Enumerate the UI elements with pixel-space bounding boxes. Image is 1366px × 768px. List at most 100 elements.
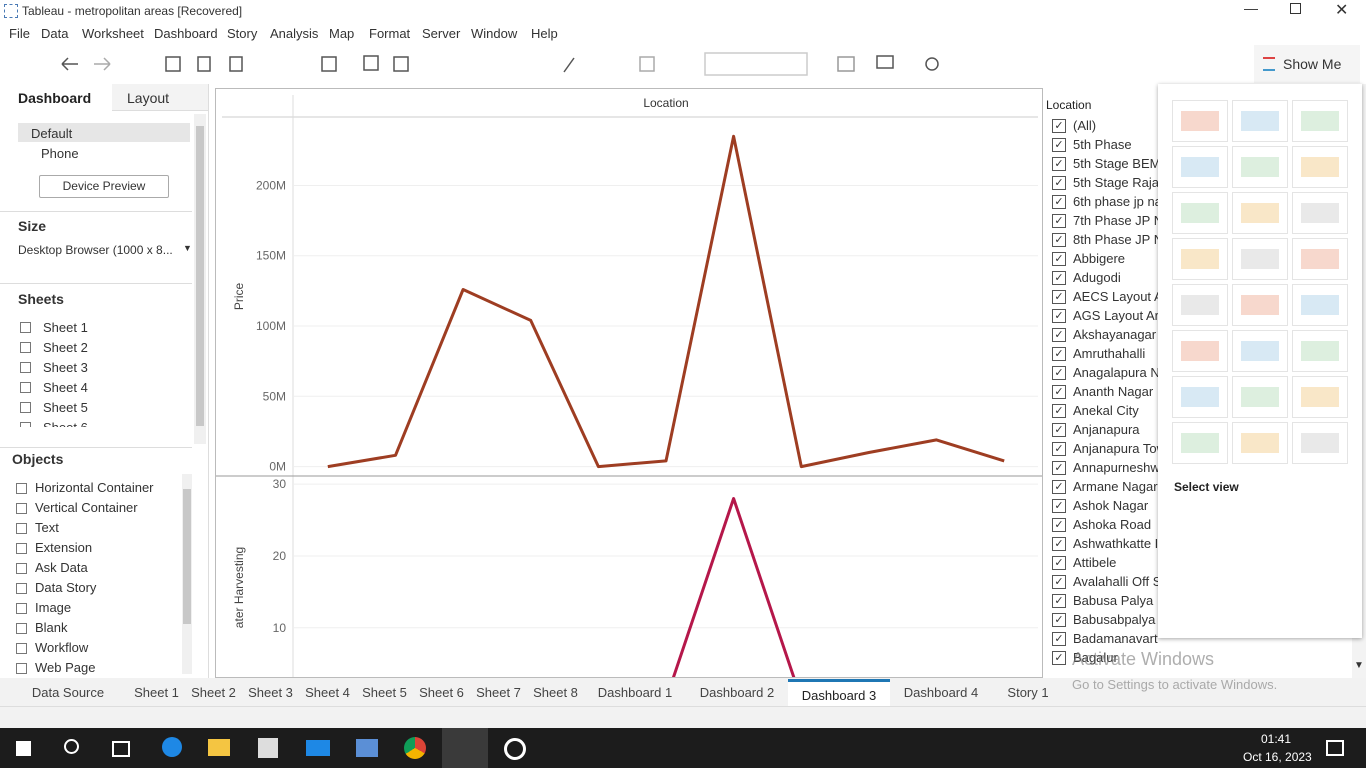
show-me-button[interactable]: [1254, 45, 1360, 83]
filter-item[interactable]: 8th Phase JP Na: [1073, 232, 1158, 247]
filter-checkbox[interactable]: ✓: [1052, 157, 1066, 171]
tab-dashboard[interactable]: Dashboard: [0, 84, 112, 112]
chart-type-thumbnail[interactable]: [1292, 330, 1348, 372]
chart-type-thumbnail[interactable]: [1232, 146, 1288, 188]
tableau-icon[interactable]: [442, 728, 488, 768]
sheet-tab[interactable]: Sheet 5: [362, 685, 407, 700]
filter-item[interactable]: Ashwathkatte I: [1073, 536, 1158, 551]
chart-type-thumbnail[interactable]: [1292, 284, 1348, 326]
tab-label[interactable]: Dashboard: [18, 90, 92, 106]
object-item[interactable]: Web Page: [35, 660, 96, 675]
menu-item[interactable]: Story: [227, 26, 258, 41]
object-item[interactable]: Blank: [35, 620, 68, 635]
sheet-tab[interactable]: Sheet 6: [419, 685, 464, 700]
filter-checkbox[interactable]: ✓: [1052, 556, 1066, 570]
sheet-tab[interactable]: Sheet 8: [533, 685, 578, 700]
sheet-item[interactable]: Sheet 3: [43, 360, 88, 375]
filter-checkbox[interactable]: ✓: [1052, 176, 1066, 190]
chart-type-thumbnail[interactable]: [1172, 100, 1228, 142]
scrollbar[interactable]: [194, 114, 206, 444]
chart-type-thumbnail[interactable]: [1232, 376, 1288, 418]
filter-item[interactable]: 5th Stage BEM: [1073, 156, 1158, 171]
filter-checkbox[interactable]: ✓: [1052, 119, 1066, 133]
sheet-tab[interactable]: Dashboard 4: [903, 685, 979, 700]
filter-item[interactable]: 6th phase jp na: [1073, 194, 1158, 209]
menu-item[interactable]: Worksheet: [82, 26, 144, 41]
show-me-label[interactable]: Show Me: [1283, 56, 1342, 72]
filter-item[interactable]: Ashoka Road: [1073, 517, 1152, 532]
filter-checkbox[interactable]: ✓: [1052, 252, 1066, 266]
filter-checkbox[interactable]: ✓: [1052, 575, 1066, 589]
device-label[interactable]: Default: [31, 126, 73, 141]
filter-item[interactable]: Armane Nagar: [1073, 479, 1158, 494]
menu-item[interactable]: Server: [422, 26, 461, 41]
filter-checkbox[interactable]: ✓: [1052, 518, 1066, 532]
notifications[interactable]: [1326, 740, 1344, 756]
filter-checkbox[interactable]: ✓: [1052, 385, 1066, 399]
filter-checkbox[interactable]: ✓: [1052, 537, 1066, 551]
chart-type-thumbnail[interactable]: [1292, 376, 1348, 418]
tab-layout[interactable]: Layout: [112, 84, 208, 111]
close[interactable]: ✕: [1335, 2, 1349, 19]
chart-type-thumbnail[interactable]: [1172, 238, 1228, 280]
filter-item[interactable]: Babusabpalya: [1073, 612, 1156, 627]
filter-checkbox[interactable]: ✓: [1052, 423, 1066, 437]
start-button[interactable]: [16, 741, 31, 756]
filter-checkbox[interactable]: ✓: [1052, 290, 1066, 304]
filter-checkbox[interactable]: ✓: [1052, 499, 1066, 513]
chart-type-thumbnail[interactable]: [1232, 192, 1288, 234]
filter-item[interactable]: Badamanavarti...: [1073, 631, 1158, 646]
sheet-tab[interactable]: Data Source: [31, 685, 105, 700]
filter-checkbox[interactable]: ✓: [1052, 214, 1066, 228]
chart-type-thumbnail[interactable]: [1292, 192, 1348, 234]
edge-icon[interactable]: [162, 737, 182, 757]
menu-item[interactable]: Dashboard: [154, 26, 218, 41]
filter-item[interactable]: Babusa Palya: [1073, 593, 1154, 608]
filter-checkbox[interactable]: ✓: [1052, 271, 1066, 285]
filter-checkbox[interactable]: ✓: [1052, 613, 1066, 627]
mail-icon[interactable]: [306, 740, 330, 756]
chart-type-thumbnail[interactable]: [1172, 284, 1228, 326]
filter-checkbox[interactable]: ✓: [1052, 138, 1066, 152]
filter-item[interactable]: Ananth Nagar: [1073, 384, 1154, 399]
sheet-tab[interactable]: Dashboard 1: [597, 685, 673, 700]
filter-checkbox[interactable]: ✓: [1052, 233, 1066, 247]
filter-checkbox[interactable]: ✓: [1052, 309, 1066, 323]
device-default[interactable]: Default: [18, 123, 190, 142]
filter-item[interactable]: Anekal City: [1073, 403, 1139, 418]
filter-item[interactable]: Amruthahalli: [1073, 346, 1146, 361]
scrollbar[interactable]: [182, 474, 192, 674]
sheet-tab[interactable]: Dashboard 2: [699, 685, 775, 700]
chart-type-thumbnail[interactable]: [1172, 422, 1228, 464]
explorer-icon[interactable]: [208, 739, 230, 756]
filter-item[interactable]: (All): [1073, 118, 1097, 133]
filter-item[interactable]: Anjanapura: [1073, 422, 1140, 437]
filter-item[interactable]: 5th Phase: [1073, 137, 1132, 152]
filter-item[interactable]: 7th Phase JP Na: [1073, 213, 1158, 228]
chart-type-thumbnail[interactable]: [1232, 238, 1288, 280]
filter-checkbox[interactable]: ✓: [1052, 594, 1066, 608]
task-view[interactable]: [112, 741, 130, 757]
filter-item[interactable]: Attibele: [1073, 555, 1117, 570]
sheet-tab[interactable]: Sheet 3: [248, 685, 293, 700]
object-item[interactable]: Extension: [35, 540, 93, 555]
menu-item[interactable]: Help: [531, 26, 558, 41]
object-item[interactable]: Text: [35, 520, 59, 535]
object-item[interactable]: Vertical Container: [35, 500, 138, 515]
app-icon[interactable]: [356, 739, 378, 757]
filter-item[interactable]: AECS Layout A: [1073, 289, 1158, 304]
chart-type-thumbnail[interactable]: [1232, 330, 1288, 372]
sheet-tab[interactable]: Sheet 2: [191, 685, 236, 700]
search-icon[interactable]: [64, 739, 79, 754]
filter-item[interactable]: Bagalur: [1073, 650, 1118, 665]
sheet-tab[interactable]: Dashboard 3: [788, 679, 890, 706]
chart-type-thumbnail[interactable]: [1172, 376, 1228, 418]
chart-type-thumbnail[interactable]: [1232, 422, 1288, 464]
store-icon[interactable]: [258, 738, 278, 758]
minimize[interactable]: —: [1244, 0, 1258, 16]
filter-item[interactable]: Adugodi: [1073, 270, 1121, 285]
settings-icon[interactable]: [504, 738, 526, 760]
menu-item[interactable]: Window: [471, 26, 518, 41]
object-item[interactable]: Data Story: [35, 580, 97, 595]
size-dropdown[interactable]: Desktop Browser (1000 x 8...: [18, 243, 173, 257]
